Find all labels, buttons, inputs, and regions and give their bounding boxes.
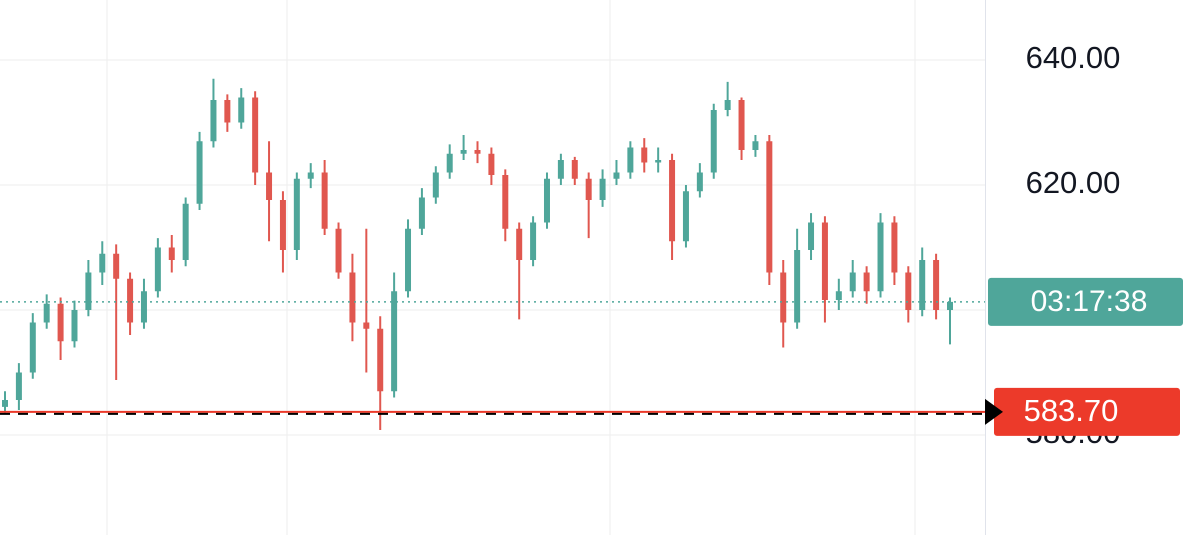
candle-body (849, 272, 856, 292)
candle-body (863, 272, 870, 292)
candle-body (168, 247, 175, 260)
candle-body (919, 260, 926, 310)
candle-body (321, 172, 328, 229)
candle-body (29, 322, 36, 373)
candle-body (641, 147, 648, 163)
countdown-label: 03:17:38 (1031, 285, 1148, 318)
candle-body (71, 310, 78, 342)
candle-body (585, 178, 592, 200)
candle-body (766, 141, 773, 273)
candle-body (821, 222, 828, 300)
candle-body (363, 322, 370, 329)
candle-body (571, 160, 578, 179)
y-tick-label: 640.00 (1026, 40, 1121, 75)
y-tick-label: 620.00 (1026, 165, 1121, 200)
candle-body (266, 172, 273, 200)
candle-body (57, 303, 64, 342)
candle-body (543, 178, 550, 223)
candle-body (780, 272, 787, 323)
candle-body (154, 247, 161, 292)
candle-body (224, 100, 231, 123)
candle-body (127, 278, 134, 323)
candle-body (113, 253, 120, 279)
candle-body (752, 141, 759, 150)
candle-body (140, 291, 147, 323)
candle-body (293, 178, 300, 250)
candle-body (669, 160, 676, 242)
candle-body (724, 100, 731, 110)
candle-body (794, 250, 801, 323)
candle-body (502, 175, 509, 229)
candle-body (947, 301, 953, 310)
candle-body (877, 222, 884, 292)
candle-body (182, 203, 189, 260)
candle-body (15, 372, 22, 400)
candle-body (405, 228, 412, 292)
candle-body (488, 153, 495, 175)
candle-body (307, 172, 314, 179)
candle-body (377, 328, 384, 392)
candle-body (474, 150, 481, 154)
candle-body (391, 291, 398, 392)
candle-body (460, 150, 467, 154)
candle-body (655, 160, 662, 163)
candle-body (85, 272, 92, 310)
candle-body (530, 222, 537, 260)
candle-body (738, 100, 745, 150)
candle-body (891, 222, 898, 273)
candle-body (835, 291, 842, 300)
candle-body (933, 260, 940, 310)
candle-body (349, 272, 356, 323)
price-label-box (994, 387, 1180, 436)
candle-body (613, 172, 620, 179)
candle-body (99, 253, 106, 273)
candle-body (2, 400, 8, 407)
candle-body (696, 172, 703, 192)
candle-body (627, 147, 634, 173)
countdown-box (988, 277, 1183, 326)
candle-body (238, 97, 245, 123)
candle-body (210, 100, 217, 142)
candle-body (557, 160, 564, 179)
candle-body (599, 178, 606, 200)
candle-body (335, 228, 342, 273)
candle-body (446, 153, 453, 173)
candle-body (516, 228, 523, 260)
price-label-arrow (985, 398, 1003, 425)
candle-body (808, 222, 815, 250)
candle-body (279, 200, 286, 250)
candle-body (682, 191, 689, 242)
candle-body (196, 141, 203, 204)
candle-body (710, 110, 717, 173)
candle-body (252, 97, 259, 173)
candle-body (418, 197, 425, 229)
candle-body (905, 272, 912, 310)
candle-body (432, 172, 439, 198)
price-label: 583.70 (1024, 393, 1119, 428)
candle-body (43, 303, 50, 323)
